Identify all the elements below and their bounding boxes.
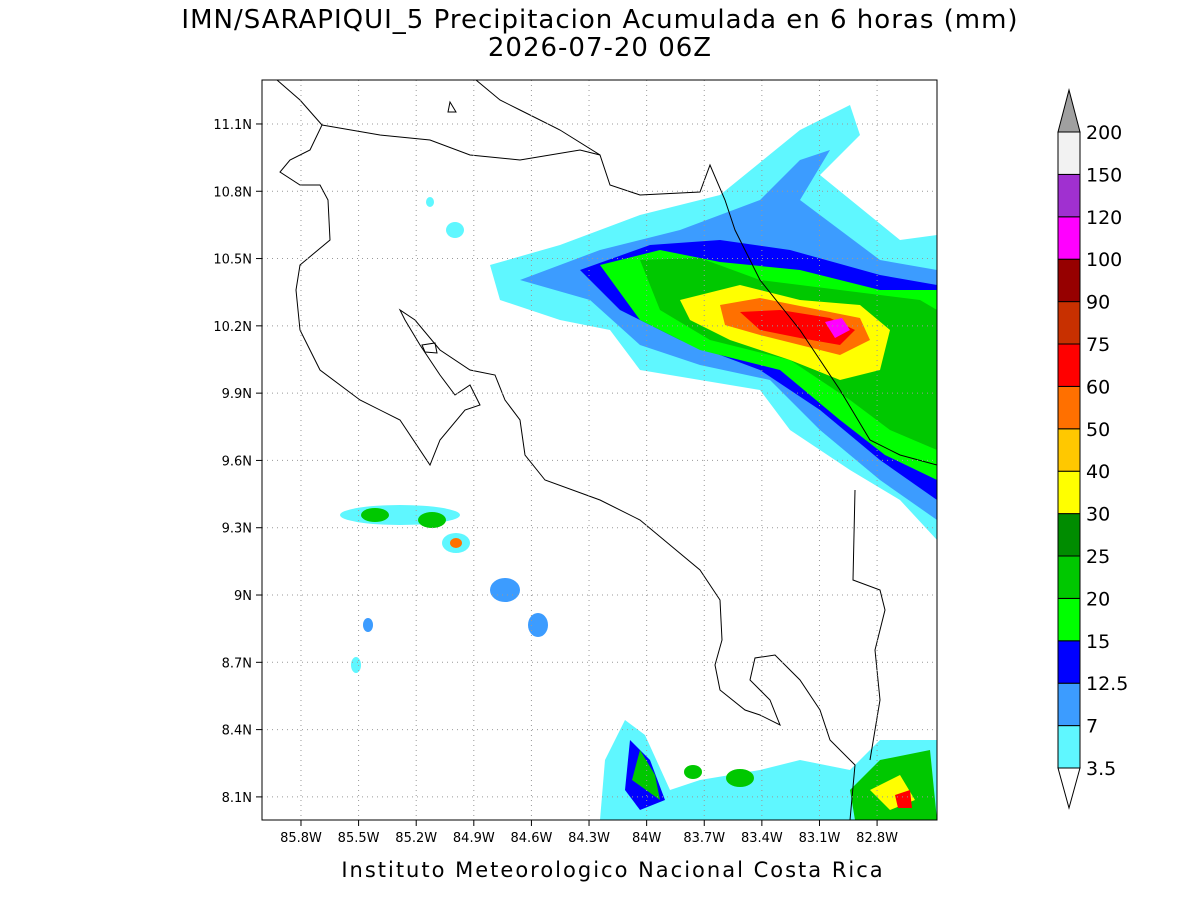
colorbar-label: 60: [1086, 376, 1110, 398]
lon-tick-label: 84.3W: [568, 831, 610, 846]
footer: Instituto Meteorologico Nacional Costa R…: [341, 858, 884, 882]
colorbar-box: [1057, 513, 1081, 557]
lon-tick-label: 85.5W: [338, 831, 380, 846]
lat-tick-label: 9.6N: [222, 454, 252, 469]
colorbar-label: 120: [1086, 207, 1122, 229]
colorbar-box: [1057, 597, 1081, 642]
colorbar-label: 7: [1086, 716, 1098, 738]
colorbar-box: [1057, 555, 1081, 599]
colorbar-label: 40: [1086, 461, 1110, 483]
lon-tick-label: 84.6W: [511, 831, 553, 846]
colorbar-box: [1057, 640, 1081, 684]
colorbar-label: 150: [1086, 164, 1122, 186]
colorbar-box: [1057, 216, 1081, 260]
lon-tick-label: 83.1W: [799, 831, 841, 846]
colorbar-label: 200: [1086, 122, 1122, 144]
lat-tick-label: 10.5N: [213, 253, 252, 268]
lat-tick-label: 9.3N: [222, 522, 252, 537]
colorbar-label: 50: [1086, 419, 1110, 441]
lon-tick-label: 85.8W: [280, 831, 322, 846]
colorbar-label: 12.5: [1086, 673, 1128, 695]
lat-tick-label: 11.1N: [213, 118, 252, 133]
colorbar-arrow-high: [1057, 88, 1081, 133]
colorbar-box: [1057, 682, 1081, 727]
graticule: 11.1N 10.8N 10.5N 10.2N 9.9N 9.6N 9.3N 9N 8.7N 8.…: [213, 80, 937, 846]
coastline: [276, 80, 937, 820]
lat-tick-label: 8.1N: [222, 791, 252, 806]
lon-tick-label: 82.8W: [856, 831, 898, 846]
colorbar-label: 15: [1086, 631, 1110, 653]
colorbar-box: [1057, 301, 1081, 345]
colorbar-box: [1057, 470, 1081, 515]
colorbar-box: [1057, 173, 1081, 218]
lon-tick-label: 84W: [632, 831, 662, 846]
map-frame: [261, 79, 938, 821]
colorbar-label: 100: [1086, 249, 1122, 271]
lat-tick-label: 8.7N: [222, 656, 252, 671]
lat-tick-label: 10.8N: [213, 185, 252, 200]
subtitle: 2026-07-20 06Z: [488, 33, 712, 63]
colorbar-label: 30: [1086, 504, 1110, 526]
lon-tick-label: 83.4W: [741, 831, 783, 846]
precipitation-field: [340, 105, 937, 820]
colorbar-label: 20: [1086, 588, 1110, 610]
title: IMN/SARAPIQUI_5 Precipitacion Acumulada …: [181, 5, 1018, 35]
colorbar-label: 25: [1086, 546, 1110, 568]
lon-tick-label: 85.2W: [395, 831, 437, 846]
lat-tick-label: 9N: [234, 589, 252, 604]
colorbar-label: 3.5: [1086, 758, 1116, 780]
lat-tick-label: 9.9N: [222, 387, 252, 402]
colorbar-box: [1057, 343, 1081, 387]
lon-tick-label: 84.9W: [453, 831, 495, 846]
colorbar-box: [1057, 385, 1081, 430]
lon-tick-label: 83.7W: [683, 831, 725, 846]
lat-tick-label: 8.4N: [222, 724, 252, 739]
colorbar-arrow-low: [1057, 767, 1081, 810]
colorbar: 3.5 7 12.5 15 20 25 30 40 50 60 75 90 100 120 150 200: [1057, 88, 1128, 810]
colorbar-box: [1057, 258, 1081, 303]
colorbar-box: [1057, 131, 1081, 175]
colorbar-label: 90: [1086, 292, 1110, 314]
colorbar-label: 75: [1086, 334, 1110, 356]
lat-tick-label: 10.2N: [213, 320, 252, 335]
colorbar-box: [1057, 428, 1081, 472]
colorbar-box: [1057, 725, 1081, 769]
